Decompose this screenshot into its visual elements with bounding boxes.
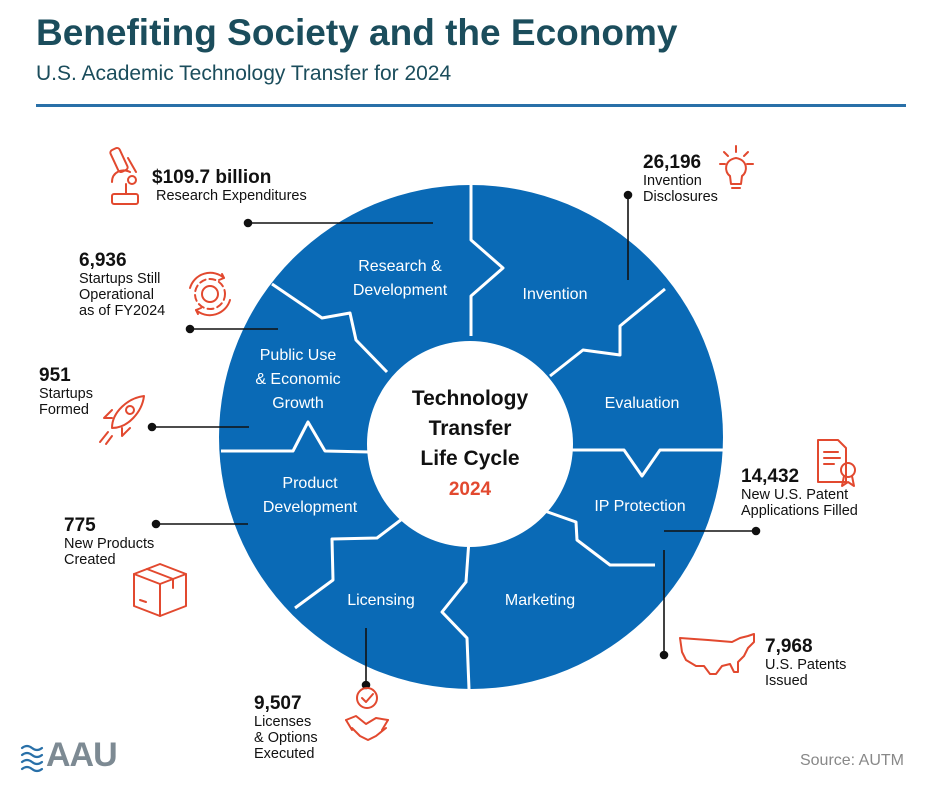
stat-patents-issued: 7,968 U.S. Patents Issued bbox=[765, 636, 847, 690]
connector-invention bbox=[623, 190, 633, 280]
connector-patents-issued bbox=[659, 550, 669, 660]
stat-invention-label: Invention Disclosures bbox=[643, 173, 718, 205]
center-title-line-2: Transfer bbox=[429, 417, 512, 440]
stat-research-value: $109.7 billion bbox=[152, 167, 272, 188]
divider-product-public bbox=[221, 420, 371, 454]
segment-public-use-2: & Economic bbox=[255, 371, 340, 388]
stat-startups-formed-label: Startups Formed bbox=[39, 386, 93, 418]
certificate-icon bbox=[817, 439, 856, 487]
page-subtitle: U.S. Academic Technology Transfer for 20… bbox=[36, 62, 452, 85]
segment-public-use-1: Public Use bbox=[260, 347, 337, 364]
lightbulb-icon bbox=[719, 145, 754, 189]
stat-patent-applications-value: 14,432 bbox=[741, 466, 800, 487]
segment-dividers bbox=[221, 185, 723, 690]
segment-public-use-3: Growth bbox=[272, 395, 324, 412]
stat-invention-value: 26,196 bbox=[643, 152, 702, 173]
connector-research bbox=[243, 218, 433, 228]
divider-invention-evaluation bbox=[549, 287, 666, 378]
segment-product-development-2: Development bbox=[263, 499, 358, 516]
aau-logo-icon bbox=[20, 744, 44, 773]
gear-cycle-icon bbox=[189, 271, 231, 317]
stat-research: $109.7 billion Research Expenditures bbox=[152, 167, 307, 205]
connector-new-products bbox=[151, 519, 248, 529]
handshake-icon bbox=[345, 687, 389, 741]
stat-startups-operational-label: Startups Still Operational as of FY2024 bbox=[79, 271, 166, 319]
microscope-icon bbox=[109, 146, 139, 205]
source-note: Source: AUTM bbox=[799, 752, 904, 769]
stat-patent-applications: 14,432 New U.S. Patent Applications Fill… bbox=[741, 466, 858, 520]
connector-patent-applications bbox=[664, 526, 761, 536]
page-title: Benefiting Society and the Economy bbox=[36, 12, 678, 53]
aau-logo-text: AAU bbox=[46, 736, 118, 774]
segment-licensing: Licensing bbox=[347, 592, 415, 609]
stat-new-products: 775 New Products Created bbox=[64, 515, 155, 569]
connector-startups-formed bbox=[147, 422, 249, 432]
segment-research-development-2: Development bbox=[353, 282, 448, 299]
stat-new-products-label: New Products Created bbox=[64, 536, 155, 568]
stat-invention: 26,196 Invention Disclosures bbox=[643, 152, 718, 206]
divider-public-rd bbox=[271, 282, 389, 374]
divider-licensing-product bbox=[294, 514, 407, 610]
stat-startups-operational: 6,936 Startups Still Operational as of F… bbox=[79, 250, 166, 320]
connectors bbox=[147, 190, 761, 690]
center-label: Technology Transfer Life Cycle 2024 bbox=[412, 387, 529, 500]
stat-licenses-value: 9,507 bbox=[254, 693, 302, 714]
segment-ip-protection: IP Protection bbox=[594, 498, 685, 515]
divider-rd-invention bbox=[469, 185, 505, 336]
stat-licenses-label: Licenses & Options Executed bbox=[254, 714, 318, 762]
icons bbox=[99, 145, 856, 741]
segment-product-development-1: Product bbox=[282, 475, 338, 492]
connector-startups-operational bbox=[185, 324, 278, 334]
segment-invention: Invention bbox=[523, 286, 588, 303]
stat-startups-operational-value: 6,936 bbox=[79, 250, 127, 271]
us-map-icon bbox=[679, 633, 755, 675]
segment-labels: Research & Development Invention Evaluat… bbox=[255, 258, 685, 609]
stat-licenses: 9,507 Licenses & Options Executed bbox=[254, 693, 318, 763]
segment-evaluation: Evaluation bbox=[605, 395, 680, 412]
divider-marketing-licensing bbox=[440, 539, 471, 690]
divider-ip-marketing bbox=[541, 508, 655, 567]
stat-patent-applications-label: New U.S. Patent Applications Filled bbox=[741, 487, 858, 519]
stat-research-label: Research Expenditures bbox=[156, 188, 307, 204]
stat-patents-issued-value: 7,968 bbox=[765, 636, 813, 657]
connector-licenses bbox=[361, 628, 371, 690]
box-icon bbox=[133, 563, 187, 617]
stat-startups-formed: 951 Startups Formed bbox=[39, 365, 93, 419]
rocket-icon bbox=[99, 395, 145, 445]
center-hub bbox=[367, 341, 573, 547]
stat-new-products-value: 775 bbox=[64, 515, 96, 536]
center-year: 2024 bbox=[449, 479, 492, 500]
title-divider bbox=[36, 104, 906, 107]
stat-patents-issued-label: U.S. Patents Issued bbox=[765, 657, 847, 689]
stat-startups-formed-value: 951 bbox=[39, 365, 71, 386]
segment-marketing: Marketing bbox=[505, 592, 575, 609]
segment-research-development-1: Research & bbox=[358, 258, 442, 275]
center-title-line-3: Life Cycle bbox=[420, 447, 519, 470]
center-title-line-1: Technology bbox=[412, 387, 529, 410]
divider-evaluation-ip bbox=[572, 448, 723, 478]
